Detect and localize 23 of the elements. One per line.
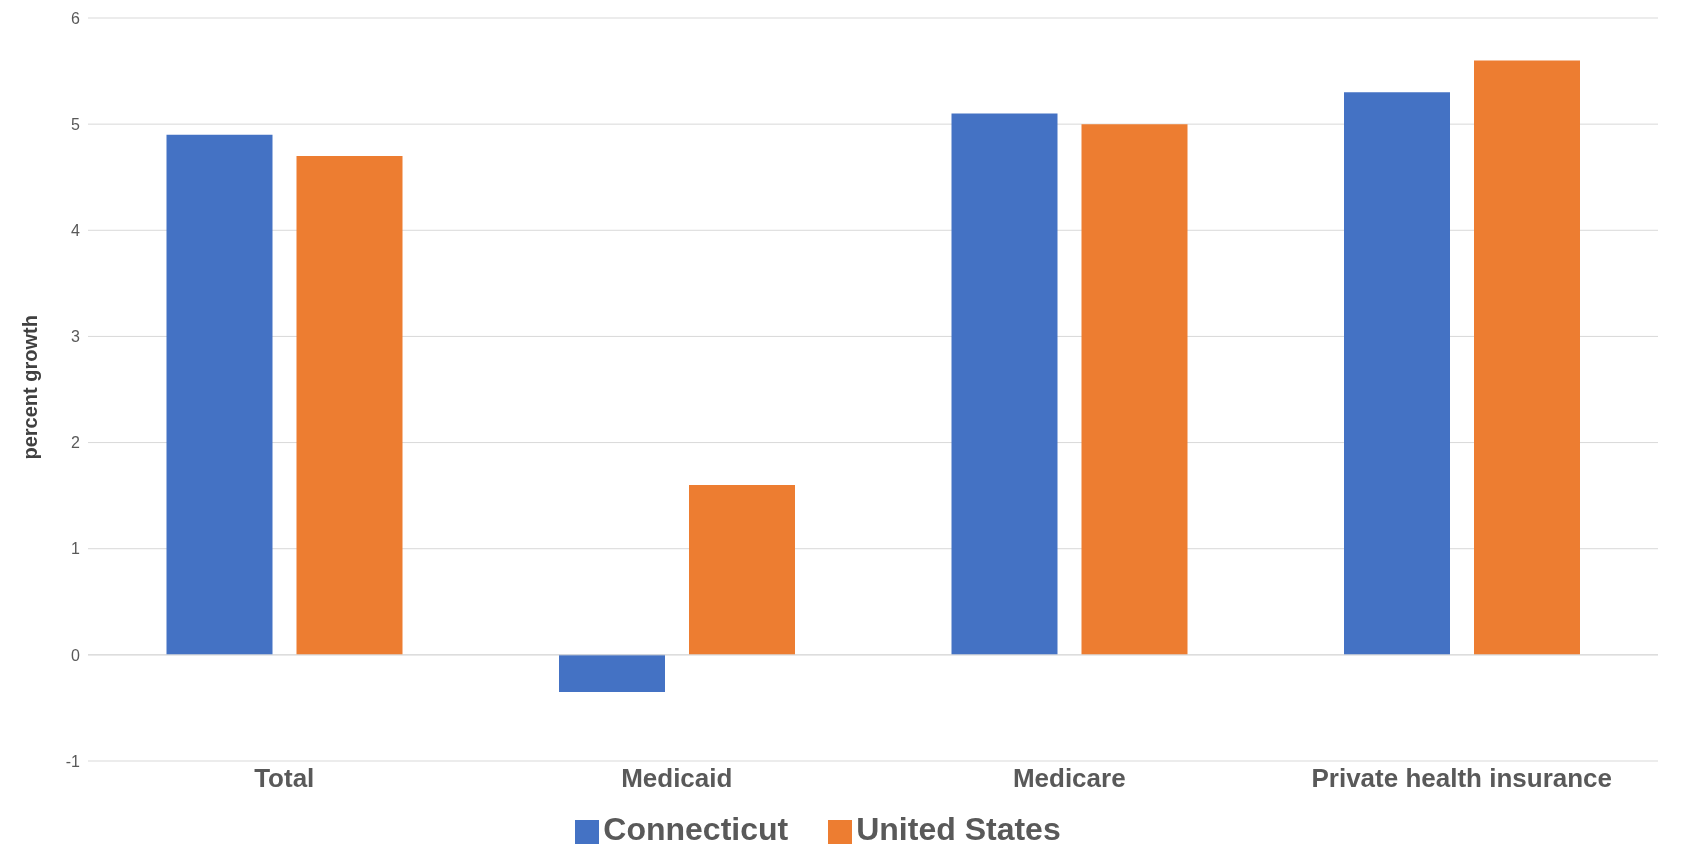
y-tick-label: 2 [71, 434, 81, 452]
y-tick-label: -1 [65, 752, 81, 770]
x-tick-label: Medicare [1012, 763, 1126, 794]
y-tick-label: 5 [71, 115, 81, 133]
bar [1081, 124, 1188, 655]
bar [951, 113, 1058, 655]
x-tick-label: Medicaid [621, 763, 733, 794]
legend-label: Connecticut [603, 811, 789, 847]
bar [689, 485, 795, 655]
y-axis-title: percent growth [19, 315, 42, 460]
x-tick-label: Private health insurance [1311, 763, 1613, 794]
y-tick-label: 6 [71, 9, 81, 27]
bar [559, 654, 665, 693]
x-tick-label: Total [254, 763, 315, 794]
bar [1474, 60, 1580, 655]
bar [166, 134, 273, 655]
y-tick-label: 0 [71, 646, 81, 664]
y-tick-label: 4 [71, 221, 81, 239]
bar [296, 155, 403, 655]
y-tick-label: 3 [71, 328, 81, 346]
legend-label: United States [856, 811, 1061, 847]
y-tick-label: 1 [71, 540, 81, 558]
bar [1344, 92, 1450, 655]
